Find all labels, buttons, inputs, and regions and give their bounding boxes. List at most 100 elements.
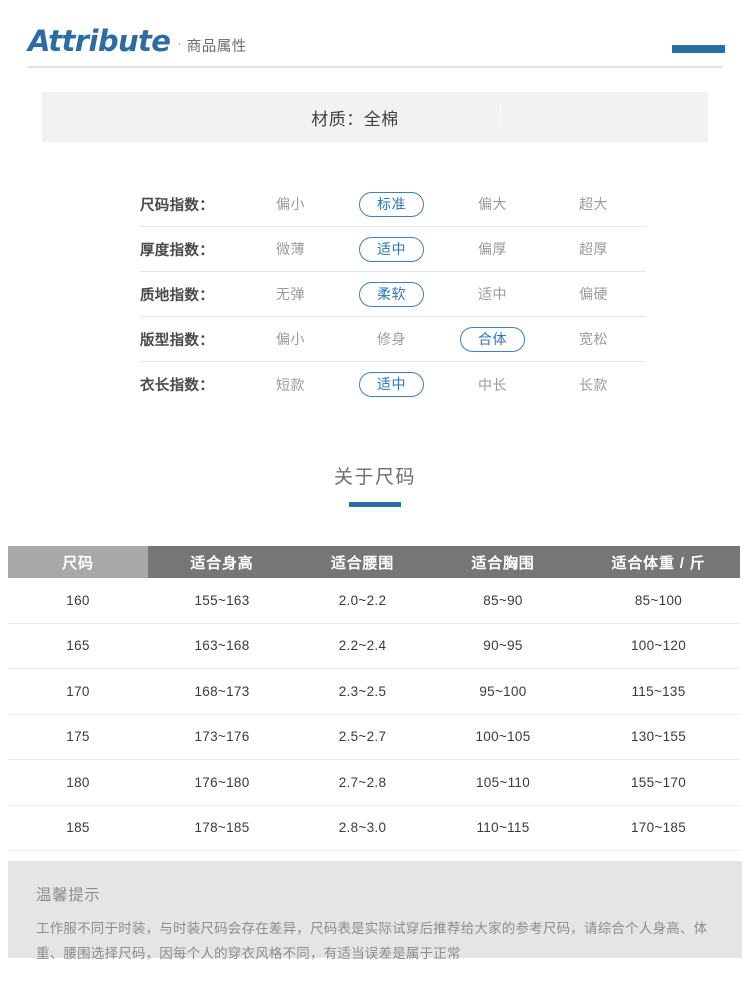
attribute-row: 衣长指数： 短款 适中 中长 长款 bbox=[140, 362, 646, 407]
size-chart-table: 尺码 适合身高 适合腰围 适合胸围 适合体重 / 斤 160 155~163 2.0~2.2 8… bbox=[8, 546, 740, 897]
size-table-cell: 155~170 bbox=[630, 774, 687, 790]
attribute-option-group: 短款 适中 中长 长款 bbox=[240, 372, 646, 397]
tips-title: 温馨提示 bbox=[36, 887, 101, 904]
attribute-row-label: 质地指数： bbox=[140, 287, 214, 304]
size-table-cell: 2.0~2.2 bbox=[338, 592, 387, 608]
table-row: 160 155~163 2.0~2.2 85~90 85~100 bbox=[8, 578, 740, 624]
size-table-cell: 160 bbox=[66, 592, 90, 608]
size-table-cell: 2.7~2.8 bbox=[338, 774, 387, 790]
attribute-option[interactable]: 中长 bbox=[478, 376, 507, 393]
attribute-option-group: 无弹 柔软 适中 偏硬 bbox=[240, 281, 646, 307]
size-table-cell: 2.8~3.0 bbox=[338, 820, 387, 836]
header-accent-bar bbox=[672, 45, 725, 53]
attribute-row: 质地指数： 无弹 柔软 适中 偏硬 bbox=[140, 272, 646, 317]
attribute-index-list: 尺码指数： 偏小 标准 偏大 超大 厚度指数： 微薄 适中 偏厚 超厚 质地指数： 无弹 柔软 适中 偏硬版… bbox=[140, 182, 646, 407]
attribute-option-selected[interactable]: 柔软 bbox=[341, 281, 442, 307]
size-table-cell: 130~155 bbox=[630, 729, 687, 745]
attribute-option[interactable]: 短款 bbox=[276, 376, 305, 393]
attribute-row-label: 尺码指数： bbox=[140, 197, 214, 214]
header-divider bbox=[28, 66, 722, 68]
attribute-option-selected[interactable]: 适中 bbox=[341, 236, 442, 262]
size-table-cell: 180 bbox=[66, 774, 90, 790]
attribute-option[interactable]: 无弹 bbox=[276, 286, 305, 302]
attribute-row: 版型指数： 偏小 修身 合体 宽松 bbox=[140, 317, 646, 362]
size-table-cell: 100~120 bbox=[630, 638, 687, 654]
size-table-cell: 165 bbox=[66, 638, 90, 654]
table-row: 175 173~176 2.5~2.7 100~105 130~155 bbox=[8, 715, 740, 760]
size-table-cell: 105~110 bbox=[475, 774, 531, 790]
material-text: 材质：全棉 bbox=[311, 109, 399, 129]
attribute-option[interactable]: 偏大 bbox=[478, 196, 507, 212]
attribute-option[interactable]: 偏小 bbox=[276, 331, 305, 347]
attribute-option[interactable]: 微薄 bbox=[276, 241, 305, 257]
size-table-cell: 170 bbox=[66, 683, 90, 699]
size-table-cell: 173~176 bbox=[194, 729, 250, 745]
size-section-title: 关于尺码 bbox=[333, 467, 416, 488]
brand-wordmark: Attribute bbox=[28, 24, 171, 58]
material-banner: 材质：全棉 bbox=[42, 92, 708, 142]
size-table-cell: 95~100 bbox=[479, 683, 527, 699]
size-section-underline bbox=[349, 502, 401, 507]
table-row: 170 168~173 2.3~2.5 95~100 115~135 bbox=[8, 669, 740, 715]
attribute-option-pill: 合体 bbox=[460, 326, 525, 352]
attribute-option[interactable]: 长款 bbox=[579, 376, 608, 393]
attribute-option-group: 偏小 修身 合体 宽松 bbox=[240, 326, 646, 352]
attribute-option-pill: 标准 bbox=[359, 191, 424, 217]
brand-subtitle: 商品属性 bbox=[186, 39, 247, 55]
size-table-cell: 155~163 bbox=[194, 592, 250, 608]
size-table-cell: 85~90 bbox=[483, 592, 523, 608]
attribute-option[interactable]: 偏硬 bbox=[579, 286, 608, 302]
size-table-header-row: 尺码 适合身高 适合腰围 适合胸围 适合体重 / 斤 bbox=[8, 546, 740, 578]
size-table-column-header: 尺码 bbox=[8, 546, 148, 578]
size-table-cell: 90~95 bbox=[483, 638, 523, 654]
size-table-cell: 185 bbox=[66, 820, 90, 836]
attribute-option-selected[interactable]: 标准 bbox=[341, 191, 442, 217]
attribute-row: 尺码指数： 偏小 标准 偏大 超大 bbox=[140, 182, 646, 227]
size-section-header: 关于尺码 bbox=[0, 462, 750, 507]
tips-panel: 温馨提示 工作服不同于时装，与时装尺码会存在差异，尺码表是实际试穿后推荐给大家的… bbox=[8, 861, 742, 961]
attribute-option-group: 偏小 标准 偏大 超大 bbox=[240, 191, 646, 217]
attribute-option[interactable]: 偏厚 bbox=[478, 241, 507, 257]
attribute-option[interactable]: 宽松 bbox=[579, 331, 608, 347]
attribute-option[interactable]: 修身 bbox=[377, 331, 406, 347]
size-table-cell: 85~100 bbox=[634, 592, 683, 608]
size-table-cell: 176~180 bbox=[194, 774, 250, 790]
attribute-option-selected[interactable]: 适中 bbox=[341, 372, 442, 397]
size-table-column-header: 适合身高 bbox=[148, 546, 296, 578]
attribute-option[interactable]: 超大 bbox=[579, 196, 608, 212]
material-vertical-divider bbox=[500, 106, 501, 130]
attribute-option-pill: 适中 bbox=[359, 236, 424, 262]
size-table-column-header: 适合体重 / 斤 bbox=[577, 546, 740, 578]
dot-separator-icon: · bbox=[177, 36, 182, 51]
attribute-option-group: 微薄 适中 偏厚 超厚 bbox=[240, 236, 646, 262]
attribute-option-selected[interactable]: 合体 bbox=[442, 326, 543, 352]
size-table-cell: 175 bbox=[66, 729, 90, 745]
attribute-row-label: 厚度指数： bbox=[140, 242, 214, 259]
attribute-row-label: 衣长指数： bbox=[140, 378, 214, 394]
size-table-cell: 110~115 bbox=[476, 820, 530, 836]
attribute-row-label: 版型指数： bbox=[140, 332, 214, 349]
page-header: Attribute · 商品属性 bbox=[0, 0, 750, 72]
table-row: 180 176~180 2.7~2.8 105~110 155~170 bbox=[8, 760, 740, 806]
size-table-cell: 2.2~2.4 bbox=[338, 638, 387, 654]
table-row: 185 178~185 2.8~3.0 110~115 170~185 bbox=[8, 806, 740, 851]
attribute-option[interactable]: 偏小 bbox=[276, 196, 305, 212]
attribute-option-pill: 柔软 bbox=[359, 281, 424, 307]
table-row: 165 163~168 2.2~2.4 90~95 100~120 bbox=[8, 624, 740, 669]
size-table-cell: 168~173 bbox=[194, 683, 250, 699]
size-table-cell: 178~185 bbox=[194, 820, 250, 836]
tips-body: 工作服不同于时装，与时装尺码会存在差异，尺码表是实际试穿后推荐给大家的参考尺码，… bbox=[36, 921, 708, 961]
brand-title: Attribute · 商品属性 bbox=[28, 27, 247, 56]
size-table-column-header: 适合胸围 bbox=[429, 546, 577, 578]
attribute-option-pill: 适中 bbox=[359, 372, 424, 397]
size-table-cell: 115~135 bbox=[631, 683, 686, 699]
attribute-option[interactable]: 超厚 bbox=[579, 241, 608, 257]
attribute-option[interactable]: 适中 bbox=[478, 286, 507, 302]
size-table-cell: 100~105 bbox=[475, 729, 531, 745]
size-table-column-header: 适合腰围 bbox=[296, 546, 429, 578]
attribute-row: 厚度指数： 微薄 适中 偏厚 超厚 bbox=[140, 227, 646, 272]
size-table-cell: 163~168 bbox=[194, 638, 250, 654]
size-table-cell: 2.3~2.5 bbox=[338, 683, 387, 699]
size-table-cell: 2.5~2.7 bbox=[338, 729, 387, 745]
